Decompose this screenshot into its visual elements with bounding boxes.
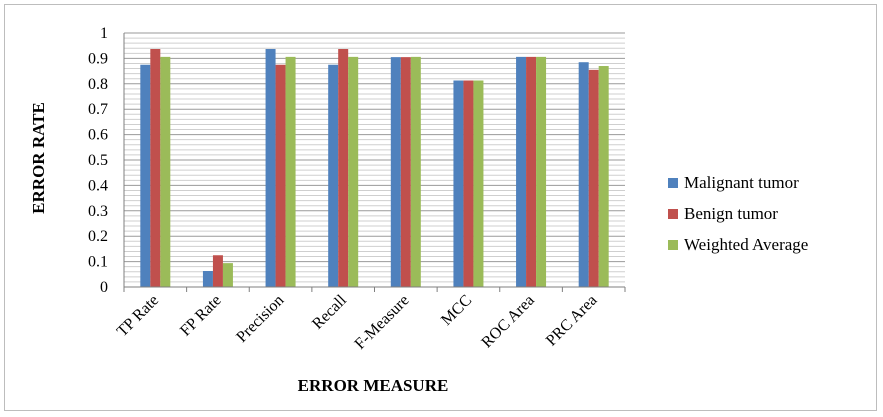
y-tick-label: 0.3 <box>88 203 108 220</box>
legend: Malignant tumor Benign tumor Weighted Aver… <box>668 173 808 254</box>
bar <box>328 64 339 287</box>
y-tick-label: 0 <box>100 279 108 296</box>
x-tick-labels: TP Rate FP Rate Precision Recall F-Measure MC… <box>114 291 601 352</box>
y-tick-label: 0.4 <box>88 177 108 194</box>
x-axis-title: ERROR MEASURE <box>298 376 449 395</box>
legend-swatch <box>668 178 678 188</box>
bar <box>222 263 233 287</box>
bar <box>212 255 223 287</box>
bar <box>285 56 296 287</box>
axes <box>123 33 626 292</box>
bar <box>202 270 213 287</box>
x-tick-label: F-Measure <box>352 292 413 353</box>
legend-label: Weighted Average <box>684 235 808 254</box>
x-tick-label: PRC Area <box>543 292 601 350</box>
x-tick-label: MCC <box>438 292 475 329</box>
x-tick-label: FP Rate <box>177 292 225 340</box>
bar <box>140 64 151 287</box>
legend-label: Malignant tumor <box>684 173 799 192</box>
legend-swatch <box>668 209 678 219</box>
y-tick-label: 0.5 <box>88 152 108 169</box>
bar <box>453 80 464 287</box>
bar <box>588 69 599 287</box>
bar <box>400 57 411 287</box>
y-axis-title: ERROR RATE <box>29 102 48 214</box>
bar <box>463 80 474 287</box>
legend-swatch <box>668 240 678 250</box>
gridlines <box>124 32 625 283</box>
y-tick-label: 0.1 <box>88 254 108 271</box>
bar <box>160 56 171 287</box>
x-tick-label: Precision <box>233 292 287 346</box>
x-tick-label: TP Rate <box>114 292 162 340</box>
bar <box>598 66 609 288</box>
y-tick-label: 0.8 <box>88 76 108 93</box>
bar <box>150 49 161 287</box>
bar <box>516 56 527 287</box>
bars <box>140 49 609 288</box>
y-tick-label: 0.2 <box>88 228 108 245</box>
bar <box>390 57 401 287</box>
y-tick-label: 0.6 <box>88 127 108 144</box>
bar <box>338 49 349 287</box>
bar <box>526 56 537 287</box>
bar <box>536 56 547 287</box>
bar <box>578 62 589 288</box>
bar <box>348 56 359 287</box>
y-tick-label: 0.9 <box>88 50 108 67</box>
bar <box>275 64 286 287</box>
y-tick-labels: 0 0.1 0.2 0.3 0.4 0.5 0.6 0.7 0.8 0.9 1 <box>88 25 108 296</box>
x-tick-label: Recall <box>309 291 350 332</box>
bar <box>265 49 276 287</box>
legend-label: Benign tumor <box>684 204 778 223</box>
bar <box>473 80 484 287</box>
bar <box>410 56 421 287</box>
y-tick-label: 1 <box>100 25 108 42</box>
x-tick-label: ROC Area <box>478 292 537 351</box>
y-tick-label: 0.7 <box>88 101 108 118</box>
